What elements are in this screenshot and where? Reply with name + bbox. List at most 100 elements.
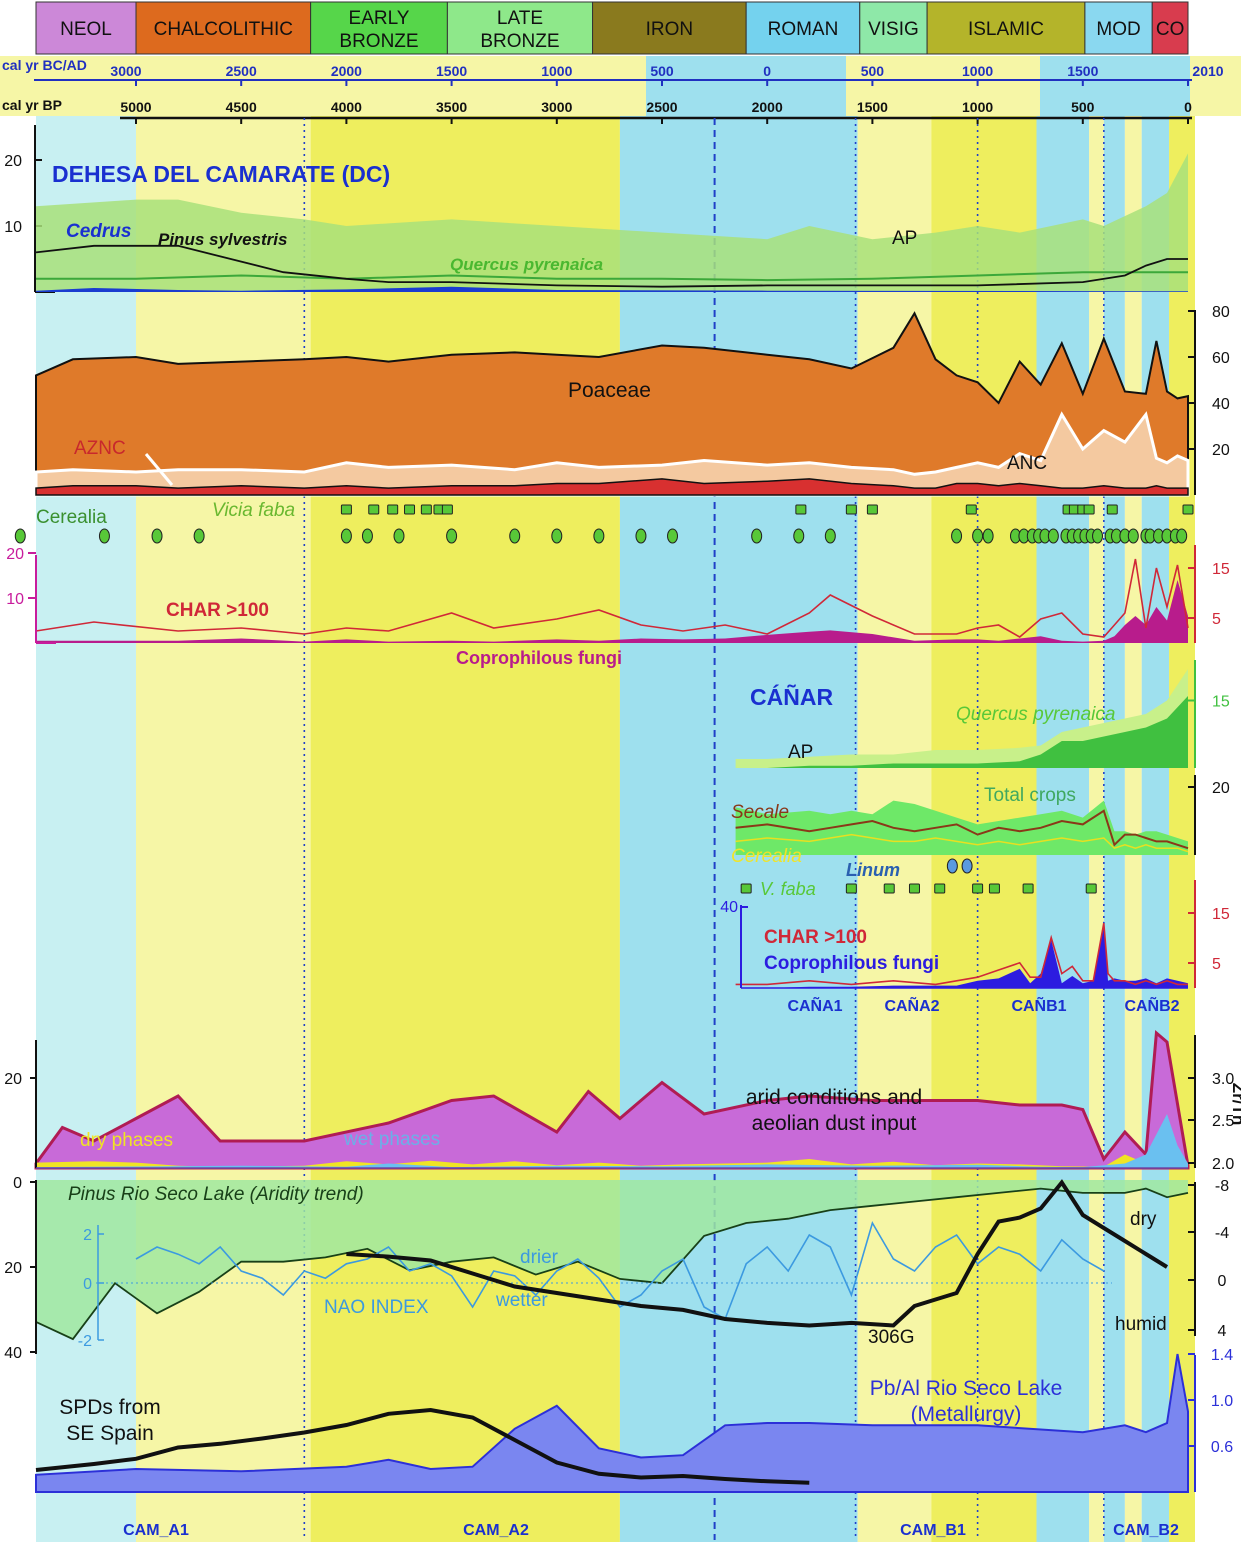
canar-panel: 15 CÁÑAR AP Quercus pyrenaica 20 Total crops S… bbox=[720, 660, 1230, 1015]
zr-area bbox=[34, 1029, 1190, 1170]
axis-band bbox=[1040, 56, 1190, 116]
pinus-label: Pinus sylvestris bbox=[158, 230, 287, 249]
vfaba-marker bbox=[972, 883, 984, 894]
dc-char-right-label: 15 bbox=[1212, 561, 1230, 578]
spd-label: SPDs from bbox=[59, 1396, 161, 1419]
cerealia-marker bbox=[1047, 528, 1059, 544]
rs-right-label: 4 bbox=[1218, 1323, 1227, 1340]
crops-tick-label: 20 bbox=[1212, 780, 1230, 797]
guide-lines bbox=[303, 118, 1105, 1540]
period-label: VISIG bbox=[868, 19, 919, 40]
cerealia-marker bbox=[751, 528, 763, 544]
bp-tick-label: 500 bbox=[1071, 99, 1095, 115]
period-label: CHALCOLITHIC bbox=[154, 19, 293, 40]
cerealia-marker bbox=[793, 528, 805, 544]
background-band bbox=[619, 56, 858, 1542]
period-cell bbox=[310, 1, 448, 55]
axis-band bbox=[646, 56, 846, 116]
rs-left-label: 20 bbox=[4, 1260, 22, 1277]
zr-right-label: 2.0 bbox=[1212, 1156, 1234, 1173]
canar-zone-label: CAÑB2 bbox=[1124, 995, 1179, 1015]
linum-marker bbox=[946, 858, 958, 874]
canar-title: CÁÑAR bbox=[750, 683, 833, 710]
period-cell bbox=[35, 1, 137, 55]
aznc-label: AZNC bbox=[74, 438, 126, 459]
time-axes: cal yr BC/AD 3000 2500 2000 1500 1000 500 0 500 1… bbox=[0, 56, 1241, 124]
nao-label: NAO INDEX bbox=[324, 1297, 429, 1318]
g306-label: 306G bbox=[868, 1327, 914, 1348]
vicia-marker bbox=[368, 504, 380, 515]
secale-label: Secale bbox=[731, 802, 789, 823]
cerealia-marker bbox=[1127, 528, 1139, 544]
cedrus-label: Cedrus bbox=[66, 221, 131, 242]
period-label: LATE bbox=[497, 8, 543, 29]
cerealia-marker bbox=[361, 528, 373, 544]
dehesa-panel: 20 10 DEHESA DEL CAMARATE (DC) Cedrus Pinus … bbox=[4, 125, 1188, 293]
period-cell bbox=[745, 1, 861, 55]
spd-line bbox=[35, 1407, 810, 1485]
linum-label: Linum bbox=[846, 860, 900, 880]
rs-left-label: 40 bbox=[4, 1345, 22, 1362]
vicia-marker bbox=[420, 504, 432, 515]
pb-label: Pb/Al Rio Seco Lake bbox=[870, 1377, 1063, 1400]
wet-phases-label: wet phases bbox=[343, 1129, 440, 1150]
bc-ad-tick-label: 1000 bbox=[962, 63, 993, 79]
zone-label: CAM_B2 bbox=[1113, 1522, 1179, 1539]
bp-axis-label: cal yr BP bbox=[2, 97, 62, 113]
period-label: MOD bbox=[1096, 19, 1140, 40]
aeolian-label: aeolian dust input bbox=[752, 1112, 917, 1135]
poaceae-tick-label: 20 bbox=[1212, 442, 1230, 459]
cerealia-label: Cerealia bbox=[36, 507, 107, 528]
g306-line bbox=[346, 1179, 1169, 1328]
dry-label: dry bbox=[1130, 1209, 1157, 1230]
bc-ad-tick-label: 1000 bbox=[541, 63, 572, 79]
dc-char-right-label: 5 bbox=[1212, 611, 1221, 628]
anc-label: ANC bbox=[1007, 453, 1047, 474]
canar-fungi-label: Coprophilous fungi bbox=[764, 953, 939, 974]
poaceae-tick-label: 80 bbox=[1212, 304, 1230, 321]
cerealia-marker bbox=[1176, 528, 1188, 544]
char-label: CHAR >100 bbox=[166, 600, 269, 621]
vfaba-marker bbox=[1085, 883, 1097, 894]
zone-label: CAM_A2 bbox=[463, 1522, 529, 1539]
bp-tick-label: 3000 bbox=[541, 99, 572, 115]
cerealia-marker bbox=[824, 528, 836, 544]
period-label: IRON bbox=[646, 19, 694, 40]
canar-char-label: CHAR >100 bbox=[764, 927, 867, 948]
period-label: BRONZE bbox=[339, 31, 418, 52]
arid-label: arid conditions and bbox=[746, 1086, 922, 1109]
vicia-marker bbox=[1083, 504, 1095, 515]
cedrus-area bbox=[36, 286, 1188, 292]
vicia-marker bbox=[1106, 504, 1118, 515]
dry-phases-label: dry phases bbox=[80, 1130, 173, 1151]
period-label: BRONZE bbox=[480, 31, 559, 52]
pb-tick-label: 0.6 bbox=[1211, 1439, 1233, 1456]
humid-label: humid bbox=[1115, 1314, 1167, 1335]
dc-crops-panel: Cerealia Vicia faba bbox=[14, 500, 1194, 544]
cerealia-marker bbox=[193, 528, 205, 544]
canar-zone-label: CAÑA1 bbox=[787, 995, 842, 1015]
poaceae-tick-label: 40 bbox=[1212, 396, 1230, 413]
spd-label2: SE Spain bbox=[66, 1422, 154, 1445]
period-label: CO bbox=[1156, 19, 1185, 40]
cerealia-marker bbox=[1092, 528, 1104, 544]
dc-y-tick-label: 20 bbox=[4, 153, 22, 170]
dc-char-left-label: 10 bbox=[6, 591, 24, 608]
cerealia-marker bbox=[551, 528, 563, 544]
pinus-aridity-line bbox=[35, 1187, 1189, 1341]
bp-tick-label: 1000 bbox=[962, 99, 993, 115]
pb-tick-label: 1.0 bbox=[1211, 1393, 1233, 1410]
nao-tick-label: 2 bbox=[83, 1227, 92, 1244]
period-label: ROMAN bbox=[768, 19, 839, 40]
background-band bbox=[1036, 56, 1090, 1542]
pinus-line bbox=[35, 244, 1188, 288]
background-band bbox=[1141, 56, 1170, 1542]
vicia-marker bbox=[404, 504, 416, 515]
vfaba-marker bbox=[883, 883, 895, 894]
canar-quercus-area bbox=[735, 696, 1188, 768]
zr-left-label: 20 bbox=[4, 1071, 22, 1088]
background-band bbox=[1188, 56, 1195, 1542]
poaceae-panel: 80 60 40 20 Poaceae ANC AZNC bbox=[34, 304, 1230, 497]
ap-label: AP bbox=[892, 228, 917, 249]
